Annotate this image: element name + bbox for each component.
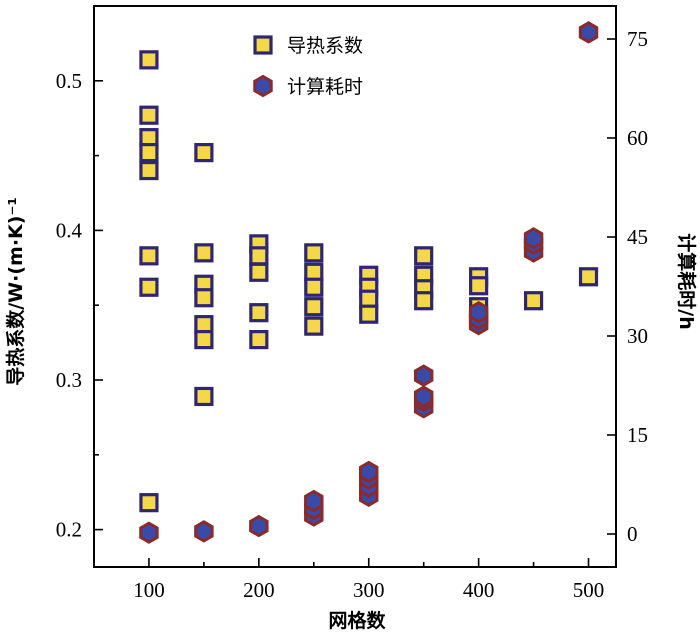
data-point-hexagon — [413, 364, 434, 387]
data-point-square — [359, 304, 379, 324]
data-point-square — [304, 243, 324, 263]
data-point-square — [139, 277, 159, 297]
data-point-hexagon — [359, 460, 379, 484]
data-point-hexagon — [523, 227, 544, 250]
data-point-square — [139, 50, 159, 70]
y-left-axis-title: 导热系数/W·(m·K)⁻¹ — [4, 197, 27, 386]
data-point-hexagon — [304, 489, 324, 513]
data-point-square — [249, 262, 269, 282]
data-point-square — [194, 288, 214, 308]
data-point-hexagon — [194, 520, 214, 543]
data-point-square — [414, 246, 434, 266]
y-left-tick-label: 0.4 — [56, 218, 83, 242]
data-point-hexagon — [468, 301, 489, 324]
data-point-square — [249, 330, 269, 350]
legend-label-time: 计算耗时 — [287, 76, 363, 98]
data-point-square — [194, 243, 214, 263]
y-right-tick-label: 0 — [627, 522, 638, 546]
y-right-tick-label: 75 — [627, 27, 648, 51]
data-point-square — [304, 316, 324, 336]
y-right-tick-label: 45 — [627, 225, 648, 249]
x-tick-label: 500 — [573, 578, 605, 602]
y-left-tick-label: 0.2 — [56, 518, 82, 542]
data-point-hexagon — [139, 521, 159, 544]
data-point-square — [253, 35, 273, 55]
data-point-square — [414, 291, 434, 311]
y-right-axis-title: 计算耗时/h — [675, 233, 698, 329]
x-tick-label: 400 — [463, 578, 495, 602]
data-point-hexagon — [249, 514, 269, 538]
data-point-hexagon — [578, 21, 599, 44]
data-point-square — [139, 143, 159, 163]
x-axis-title: 网格数 — [328, 609, 386, 632]
data-point-square — [578, 267, 599, 287]
data-point-square — [523, 291, 544, 311]
data-point-square — [139, 105, 159, 125]
y-left-tick-label: 0.3 — [56, 368, 82, 392]
data-point-square — [249, 303, 269, 323]
data-point-hexagon — [253, 74, 273, 98]
y-right-tick-label: 15 — [627, 423, 648, 447]
plot-layer: 100 200 300 400 500 0.2 0.3 0.4 0.5 0 15 30 45 60 75 网格… — [4, 5, 698, 632]
x-tick-label: 300 — [353, 578, 385, 602]
data-point-square — [139, 246, 159, 266]
data-point-square — [304, 297, 324, 317]
plot-frame — [93, 5, 617, 568]
data-point-square — [469, 276, 489, 296]
y-right-tick-label: 60 — [627, 126, 648, 150]
data-point-square — [304, 277, 324, 297]
data-point-square — [194, 386, 214, 407]
data-point-hexagon — [413, 385, 434, 408]
legend-label-thermal: 导热系数 — [287, 35, 363, 57]
y-right-tick-label: 30 — [627, 324, 648, 348]
data-point-square — [249, 246, 269, 266]
x-tick-label: 200 — [243, 578, 275, 602]
data-point-square — [194, 143, 214, 163]
x-tick-label: 100 — [133, 578, 165, 602]
data-point-square — [139, 493, 159, 513]
data-point-square — [139, 160, 159, 181]
y-left-tick-label: 0.5 — [56, 69, 82, 93]
data-point-square — [194, 330, 214, 350]
